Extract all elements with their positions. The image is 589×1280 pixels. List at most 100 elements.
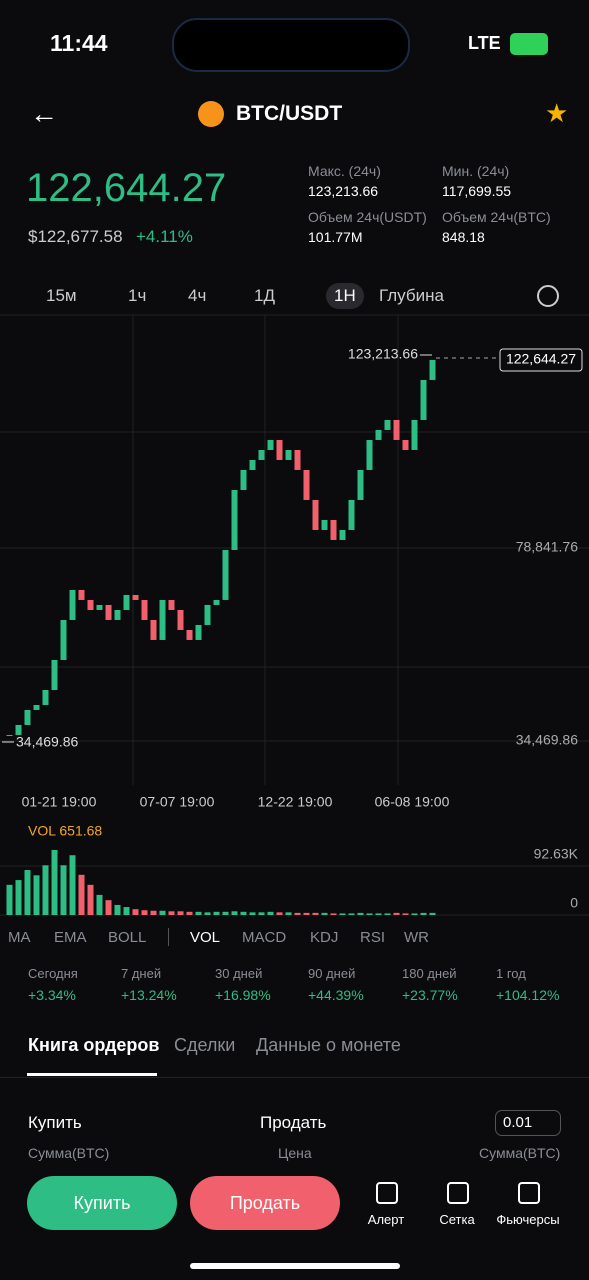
candle (384, 419, 391, 430)
candle (330, 519, 337, 540)
candle (141, 599, 148, 620)
volume-bar (321, 912, 328, 915)
perf-change: +3.34% (28, 987, 76, 1003)
volume-bar (420, 912, 427, 915)
timeframe[interactable]: 1ч (128, 286, 147, 305)
volume-bar (195, 911, 202, 915)
candle (105, 604, 112, 620)
volume-bar (204, 912, 211, 915)
stat-value: 117,699.55 (442, 183, 512, 199)
timeframe[interactable]: 1Д (254, 286, 275, 305)
candle (60, 619, 67, 660)
candle (78, 589, 85, 600)
volume-bar (213, 911, 220, 915)
back[interactable]: ← (30, 98, 58, 129)
timeframe[interactable]: Глубина (379, 286, 444, 305)
nav-label[interactable]: Фьючерсы (496, 1212, 560, 1227)
buy-button[interactable]: Купить (27, 1176, 177, 1230)
candle (6, 734, 13, 736)
home-indicator (190, 1263, 400, 1269)
sell-button[interactable]: Продать (190, 1176, 340, 1230)
pair[interactable]: BTC/USDT (236, 102, 343, 125)
candle (114, 609, 121, 620)
volume-bar (114, 904, 121, 915)
perf-change: +23.77% (402, 987, 458, 1003)
perf-change: +13.24% (121, 987, 177, 1003)
stat-label: Макс. (24ч) (308, 163, 381, 179)
y-tick-label: 34,469.86 (516, 732, 578, 748)
change: +4.11% (136, 227, 193, 246)
volume-tick-label: 92.63K (534, 846, 579, 862)
col-mid: Цена (278, 1145, 312, 1161)
indicator[interactable]: EMA (54, 929, 87, 946)
tab[interactable]: Книга ордеров (28, 1035, 160, 1055)
favorite[interactable]: ★ (545, 98, 569, 128)
x-tick-label: 12-22 19:00 (258, 794, 333, 810)
perf-period: 180 дней (402, 966, 457, 981)
tab-underline (27, 1073, 157, 1076)
candle (240, 469, 247, 490)
indicator[interactable]: MA (8, 929, 31, 946)
volume-bar (285, 912, 292, 915)
candle (375, 429, 382, 440)
nav-icon[interactable] (447, 1182, 469, 1204)
perf-period: 90 дней (308, 966, 356, 981)
perf-period: 30 дней (215, 966, 263, 981)
btc-icon (198, 101, 224, 127)
volume-bar (339, 913, 346, 915)
x-tick-label: 06-08 19:00 (375, 794, 450, 810)
step[interactable]: 0.01 (495, 1110, 561, 1136)
volume-bar (429, 912, 436, 915)
volume-bar (123, 907, 130, 915)
candle (168, 599, 175, 610)
stat-value: 101.77M (308, 229, 363, 245)
indicator[interactable]: BOLL (108, 929, 147, 946)
candle (87, 599, 94, 610)
stat-value: 848.18 (442, 229, 485, 245)
timeframe[interactable]: 4ч (188, 286, 207, 305)
nav-icon[interactable] (518, 1182, 540, 1204)
candle (132, 594, 139, 600)
tab[interactable]: Сделки (174, 1035, 236, 1055)
volume-bar (42, 865, 49, 915)
col-right: Сумма(BTC) (479, 1145, 561, 1161)
volume-bar (105, 900, 112, 915)
candle (276, 439, 283, 460)
volume-bar (177, 911, 184, 915)
volume-bar (6, 884, 13, 915)
indicator[interactable]: WR (404, 929, 429, 946)
candle (42, 689, 49, 705)
max-label: 123,213.66 (348, 346, 418, 362)
nav-icon[interactable] (376, 1182, 398, 1204)
timeframe[interactable]: 15м (46, 286, 77, 305)
candle (339, 529, 346, 540)
perf-period: 7 дней (121, 966, 162, 981)
volume-bar (78, 874, 85, 915)
candle (429, 359, 436, 380)
indicator[interactable]: VOL (190, 929, 221, 946)
volume-bar (402, 913, 409, 915)
nav-label[interactable]: Сетка (439, 1212, 475, 1227)
volume-bar (51, 849, 58, 915)
indicator-sep (168, 928, 169, 946)
indicator[interactable]: KDJ (310, 929, 339, 946)
candle (402, 439, 409, 450)
tab[interactable]: Данные о монете (256, 1035, 401, 1055)
candle (348, 499, 355, 530)
stat-value: 123,213.66 (308, 183, 379, 199)
perf-change: +104.12% (496, 987, 560, 1003)
candle (366, 439, 373, 470)
volume-label: VOL 651.68 (28, 823, 102, 839)
volume-tick-label: 0 (570, 895, 578, 911)
nav-label[interactable]: Алерт (367, 1212, 405, 1227)
volume-bar (267, 911, 274, 915)
settings[interactable] (537, 285, 559, 307)
candle (249, 459, 256, 470)
timeframe[interactable]: 1Н (326, 283, 364, 309)
volume-bar (141, 910, 148, 915)
candle (51, 659, 58, 690)
indicator[interactable]: MACD (242, 929, 287, 946)
last-price: 122,644.27 (26, 166, 227, 210)
indicator[interactable]: RSI (360, 929, 386, 946)
candle (285, 449, 292, 460)
